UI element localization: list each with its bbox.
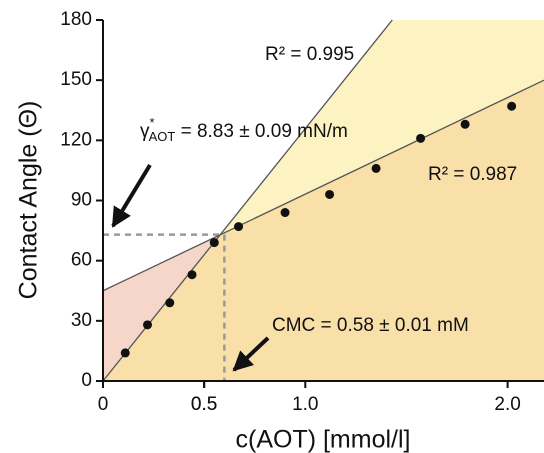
point xyxy=(325,189,335,199)
gamma-annotation: γ* AOT = 8.83 ± 0.09 mN/m xyxy=(140,115,348,144)
y-axis-label: Contact Angle (Θ) xyxy=(15,101,43,300)
x-tick-label: 2.0 xyxy=(494,394,520,415)
y-tick-label: 60 xyxy=(71,250,92,271)
fit-line xyxy=(102,79,544,292)
point xyxy=(416,133,426,143)
arrow xyxy=(232,336,270,372)
region xyxy=(103,80,544,382)
fit-label: R² = 0.987 xyxy=(428,164,517,185)
point xyxy=(209,238,219,248)
point xyxy=(120,348,130,358)
symbol: γ xyxy=(140,121,150,142)
point xyxy=(234,222,244,232)
y-tick-label: 0 xyxy=(81,370,92,391)
x-tick-label: 0.5 xyxy=(191,394,217,415)
point xyxy=(143,320,153,330)
y-tick-label: 90 xyxy=(71,190,92,211)
sub: AOT xyxy=(149,129,176,144)
point xyxy=(460,119,470,129)
fit-label: R² = 0.995 xyxy=(265,44,354,65)
point xyxy=(371,163,381,173)
point xyxy=(187,270,197,280)
arrow xyxy=(111,163,152,228)
point xyxy=(507,101,517,111)
plot: R² = 0.995 R² = 0.987 0 30 60 90 120 150 180 0 0.5… xyxy=(60,9,544,415)
x-tick-label: 1.0 xyxy=(292,394,318,415)
sup: * xyxy=(150,115,155,130)
x-tick-label: 0.5 xyxy=(191,394,217,415)
point xyxy=(280,208,290,218)
y-tick-label: 30 xyxy=(71,310,92,331)
text: = 8.83 ± 0.09 mN/m xyxy=(175,121,348,142)
y-tick-label: 150 xyxy=(60,69,92,90)
cmc-annotation: CMC = 0.58 ± 0.01 mM xyxy=(272,315,469,336)
fit-line xyxy=(102,19,393,382)
x-axis-label: c(AOT) [mmol/l] xyxy=(236,426,411,453)
y-tick-label: 180 xyxy=(60,9,92,30)
x-tick-label: 0 xyxy=(98,394,109,415)
y-tick-label: 120 xyxy=(60,129,92,150)
point xyxy=(165,298,175,308)
region xyxy=(220,20,544,235)
